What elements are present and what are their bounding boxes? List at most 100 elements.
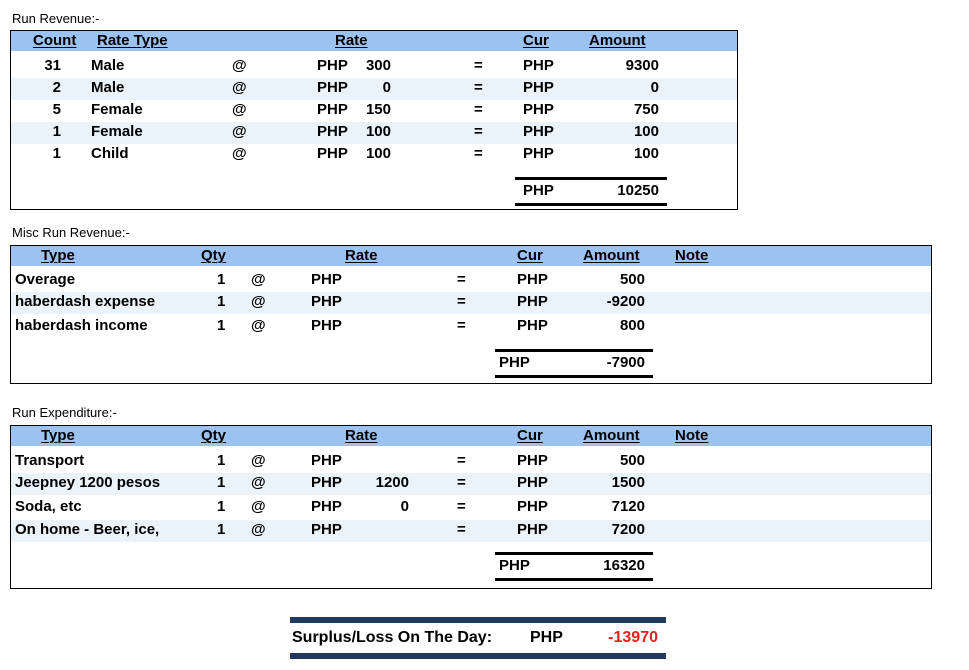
eq-cell: = [457, 293, 466, 310]
total-row: PHP 16320 [11, 556, 931, 578]
rate-cur-cell: PHP [311, 293, 342, 310]
at-cell: @ [232, 101, 247, 118]
type-cell: Female [91, 123, 143, 140]
summary-top-bar [290, 617, 666, 623]
eq-cell: = [474, 145, 483, 162]
summary-row: Surplus/Loss On The Day: PHP -13970 [290, 623, 666, 653]
rate-cell: 100 [365, 145, 391, 162]
expenditure-title: Run Expenditure:- [12, 405, 117, 420]
header-rate: Rate [345, 427, 378, 444]
header-amount: Amount [583, 427, 640, 444]
rate-cur-cell: PHP [317, 123, 348, 140]
cur-cell: PHP [517, 452, 548, 469]
total-top-line [495, 349, 653, 352]
at-cell: @ [232, 57, 247, 74]
type-cell: Child [91, 145, 129, 162]
table-header: Type Qty Rate Cur Amount Note [11, 426, 931, 446]
summary-amount: -13970 [608, 629, 658, 646]
amount-cell: 9300 [625, 57, 659, 74]
at-cell: @ [232, 123, 247, 140]
total-bottom-line [495, 375, 653, 378]
header-type: Type [41, 427, 75, 444]
cur-cell: PHP [517, 317, 548, 334]
rate-cell: 1200 [375, 474, 409, 491]
header-qty: Qty [201, 247, 227, 264]
type-cell: Transport [15, 452, 85, 469]
total-cur: PHP [499, 354, 530, 371]
header-cur: Cur [517, 247, 543, 264]
at-cell: @ [251, 317, 266, 334]
at-cell: @ [251, 498, 266, 515]
eq-cell: = [457, 521, 466, 538]
total-top-line [515, 177, 667, 180]
eq-cell: = [457, 498, 466, 515]
total-row: PHP -7900 [11, 353, 931, 375]
eq-cell: = [474, 57, 483, 74]
at-cell: @ [251, 474, 266, 491]
rate-cur-cell: PHP [317, 145, 348, 162]
type-cell: Overage [15, 271, 76, 288]
table-row: 1 Child @ PHP 100 = PHP 100 [11, 144, 737, 166]
eq-cell: = [457, 474, 466, 491]
table-row: haberdash income 1 @ PHP = PHP 800 [11, 316, 931, 338]
rate-cur-cell: PHP [311, 317, 342, 334]
misc-revenue-title: Misc Run Revenue:- [12, 225, 130, 240]
rate-cell: 150 [365, 101, 391, 118]
rate-cur-cell: PHP [317, 57, 348, 74]
total-cur: PHP [523, 182, 554, 199]
at-cell: @ [251, 521, 266, 538]
amount-cell: 500 [619, 271, 645, 288]
qty-cell: 1 [217, 521, 226, 538]
eq-cell: = [474, 123, 483, 140]
amount-cell: 750 [633, 101, 659, 118]
cur-cell: PHP [517, 498, 548, 515]
header-count: Count [33, 32, 77, 49]
header-rate: Rate [345, 247, 378, 264]
eq-cell: = [457, 271, 466, 288]
rate-cur-cell: PHP [311, 271, 342, 288]
total-top-line [495, 552, 653, 555]
header-amount: Amount [583, 247, 640, 264]
type-cell: Male [91, 79, 125, 96]
qty-cell: 1 [217, 293, 226, 310]
cur-cell: PHP [517, 293, 548, 310]
rate-cur-cell: PHP [311, 474, 342, 491]
type-cell: On home - Beer, ice, [15, 521, 160, 538]
table-row: 2 Male @ PHP 0 = PHP 0 [11, 78, 737, 100]
table-header: Count Rate Type Rate Cur Amount [11, 31, 737, 51]
header-rate: Rate [335, 32, 368, 49]
table-row: Overage 1 @ PHP = PHP 500 [11, 270, 931, 292]
count-cell: 5 [52, 101, 61, 118]
total-amount: 10250 [617, 182, 659, 199]
type-cell: haberdash income [15, 317, 148, 334]
rate-cur-cell: PHP [317, 79, 348, 96]
amount-cell: 100 [633, 145, 659, 162]
at-cell: @ [251, 271, 266, 288]
count-cell: 1 [52, 145, 61, 162]
qty-cell: 1 [217, 474, 226, 491]
type-cell: Soda, etc [15, 498, 82, 515]
type-cell: haberdash expense [15, 293, 156, 310]
total-amount: -7900 [606, 354, 645, 371]
count-cell: 2 [52, 79, 61, 96]
type-cell: Female [91, 101, 143, 118]
at-cell: @ [232, 79, 247, 96]
type-cell: Male [91, 57, 125, 74]
amount-cell: 7200 [611, 521, 645, 538]
table-row: 1 Female @ PHP 100 = PHP 100 [11, 122, 737, 144]
count-cell: 31 [44, 57, 61, 74]
summary-cur: PHP [530, 629, 563, 646]
table-row: haberdash expense 1 @ PHP = PHP -9200 [11, 292, 931, 314]
total-bottom-line [515, 203, 667, 206]
eq-cell: = [457, 452, 466, 469]
eq-cell: = [474, 101, 483, 118]
run-revenue-title: Run Revenue:- [12, 11, 100, 26]
rate-cur-cell: PHP [317, 101, 348, 118]
header-qty: Qty [201, 427, 227, 444]
cur-cell: PHP [517, 271, 548, 288]
run-revenue-table: Count Rate Type Rate Cur Amount 31 Male … [10, 30, 738, 210]
header-note: Note [675, 427, 709, 444]
amount-cell: -9200 [606, 293, 645, 310]
table-row: 31 Male @ PHP 300 = PHP 9300 [11, 56, 737, 78]
header-type: Type [41, 247, 75, 264]
